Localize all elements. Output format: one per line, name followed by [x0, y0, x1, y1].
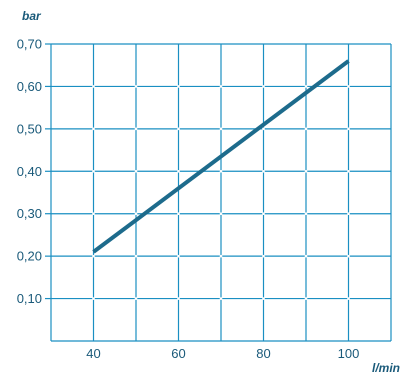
grid-intersection-dot [262, 127, 265, 131]
grid [45, 43, 392, 342]
series-line-0 [92, 59, 350, 254]
grid-intersection-dot [219, 297, 223, 300]
grid-intersection-dot [347, 169, 350, 173]
grid-intersection-dot [219, 169, 223, 173]
grid-intersection-dot [304, 254, 308, 258]
grid-intersection-dot [177, 212, 180, 216]
y-tick-label: 0,10 [17, 291, 42, 306]
grid-intersection-dot [262, 85, 265, 88]
grid-intersection-dot [219, 85, 223, 88]
x-tick-label: 40 [86, 346, 100, 361]
grid-intersection-dot [347, 297, 350, 300]
y-tick-label: 0,50 [17, 121, 42, 136]
x-tick-label: 100 [338, 346, 360, 361]
grid-intersection-dot [134, 212, 138, 216]
grid-intersection-dot [134, 169, 138, 173]
x-tick-label: 80 [256, 346, 270, 361]
x-axis-title: l/min [372, 361, 400, 375]
grid-intersection-dot [347, 212, 350, 216]
grid-intersection-dot [347, 127, 350, 131]
grid-intersection-dot [304, 169, 308, 173]
y-tick-label: 0,40 [17, 164, 42, 179]
grid-intersection-dot [92, 212, 95, 216]
grid-intersection-dot [347, 85, 350, 88]
series-layer [92, 59, 350, 254]
grid-intersection-dot [134, 127, 138, 131]
grid-intersection-dot [177, 127, 180, 131]
grid-intersection-dot [219, 212, 223, 216]
grid-intersection-dot [219, 254, 223, 258]
grid-intersection-dot [304, 127, 308, 131]
y-tick-label: 0,60 [17, 79, 42, 94]
grid-intersection-dot [304, 85, 308, 88]
grid-intersection-dot [304, 212, 308, 216]
grid-intersection-dot [134, 297, 138, 300]
grid-intersection-dot [219, 127, 223, 131]
grid-intersection-dot [304, 297, 308, 300]
grid-intersection-dot [262, 254, 265, 258]
y-tick-label: 0,70 [17, 37, 42, 52]
x-tick-label: 60 [171, 346, 185, 361]
tick-labels: 40 60 80 100 0,10 0,20 0,30 0,40 0,50 0,60 0,70 [17, 37, 360, 362]
y-tick-label: 0,20 [17, 249, 42, 264]
grid-intersection-dot [92, 127, 95, 131]
grid-intersection-dot [177, 254, 180, 258]
grid-intersection-dot [347, 254, 350, 258]
grid-intersection-dot [177, 297, 180, 300]
grid-intersection-dot [262, 212, 265, 216]
grid-intersection-dot [92, 297, 95, 300]
grid-intersection-dot [92, 169, 95, 173]
y-axis-title: bar [22, 9, 42, 23]
grid-intersection-dot [92, 254, 95, 258]
grid-intersection-dot [262, 297, 265, 300]
grid-intersection-dot [134, 254, 138, 258]
y-tick-label: 0,30 [17, 206, 42, 221]
grid-intersection-dot [177, 169, 180, 173]
grid-intersection-dot [134, 85, 138, 88]
grid-intersection-dot [262, 169, 265, 173]
grid-intersection-dot [177, 85, 180, 88]
grid-intersection-dot [92, 85, 95, 88]
